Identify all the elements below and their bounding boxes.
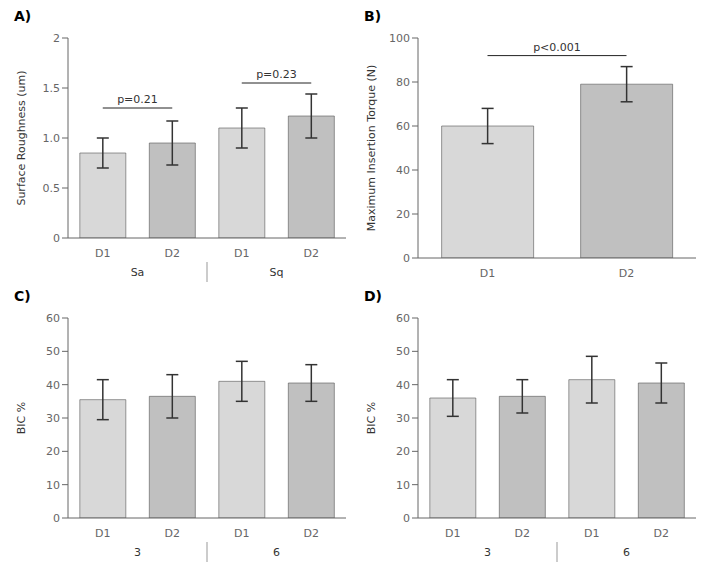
svg-text:60: 60 — [396, 120, 410, 133]
svg-text:60: 60 — [46, 312, 60, 325]
html-text:C): C) — [14, 288, 31, 304]
svg-text:2: 2 — [53, 32, 60, 45]
svg-text:6: 6 — [623, 546, 630, 559]
svg-text:3: 3 — [484, 546, 491, 559]
svg-text:Surface Roughness (um): Surface Roughness (um) — [15, 70, 28, 205]
svg-text:0: 0 — [53, 512, 60, 525]
svg-text:p=0.21: p=0.21 — [117, 93, 158, 106]
svg-text:0: 0 — [403, 252, 410, 265]
svg-text:BIC %: BIC % — [15, 402, 28, 434]
svg-text:40: 40 — [396, 164, 410, 177]
svg-text:100: 100 — [389, 32, 410, 45]
svg-text:p<0.001: p<0.001 — [533, 41, 581, 54]
svg-text:0.5: 0.5 — [43, 182, 61, 195]
svg-text:40: 40 — [46, 379, 60, 392]
svg-text:20: 20 — [46, 445, 60, 458]
svg-text:50: 50 — [46, 345, 60, 358]
svg-text:60: 60 — [396, 312, 410, 325]
svg-text:0: 0 — [403, 512, 410, 525]
svg-text:50: 50 — [396, 345, 410, 358]
svg-text:0: 0 — [53, 232, 60, 245]
svg-text:D2: D2 — [515, 527, 530, 540]
svg-text:20: 20 — [396, 208, 410, 221]
svg-text:D1: D1 — [480, 267, 495, 280]
svg-text:3: 3 — [134, 546, 141, 559]
svg-text:D1: D1 — [445, 527, 460, 540]
svg-text:D2: D2 — [619, 267, 634, 280]
svg-text:20: 20 — [396, 445, 410, 458]
svg-text:BIC %: BIC % — [365, 402, 378, 434]
html-text:D): D) — [364, 288, 382, 304]
svg-text:D2: D2 — [165, 527, 180, 540]
svg-text:80: 80 — [396, 76, 410, 89]
svg-text:D2: D2 — [304, 527, 319, 540]
svg-text:Maximum Insertion Torque (N): Maximum Insertion Torque (N) — [365, 65, 378, 231]
svg-text:D1: D1 — [95, 247, 110, 260]
html-text:B): B) — [364, 8, 382, 24]
svg-text:30: 30 — [396, 412, 410, 425]
svg-text:6: 6 — [273, 546, 280, 559]
svg-text:p=0.23: p=0.23 — [256, 68, 297, 81]
svg-text:10: 10 — [46, 479, 60, 492]
svg-text:D2: D2 — [654, 527, 669, 540]
svg-text:10: 10 — [396, 479, 410, 492]
svg-text:40: 40 — [396, 379, 410, 392]
svg-text:1.0: 1.0 — [43, 132, 61, 145]
svg-text:D1: D1 — [234, 527, 249, 540]
svg-text:Sq: Sq — [270, 266, 284, 279]
svg-text:D1: D1 — [584, 527, 599, 540]
svg-text:D2: D2 — [304, 247, 319, 260]
html-text:A): A) — [14, 8, 32, 24]
svg-text:Sa: Sa — [131, 266, 145, 279]
svg-text:D1: D1 — [234, 247, 249, 260]
svg-text:1.5: 1.5 — [43, 82, 61, 95]
svg-text:30: 30 — [46, 412, 60, 425]
svg-text:D2: D2 — [165, 247, 180, 260]
svg-text:D1: D1 — [95, 527, 110, 540]
